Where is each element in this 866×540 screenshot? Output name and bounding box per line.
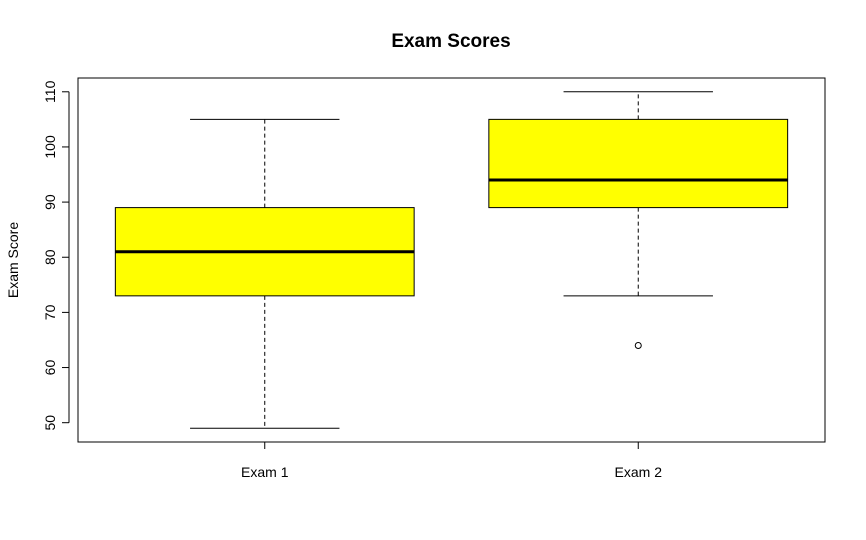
plot-frame bbox=[77, 77, 826, 443]
y-tick-label: 60 bbox=[42, 360, 58, 376]
outlier-point bbox=[634, 341, 642, 349]
x-tick-label: Exam 1 bbox=[241, 464, 289, 480]
y-tick-label: 70 bbox=[42, 304, 58, 320]
iqr-box bbox=[488, 118, 789, 209]
chart-title: Exam Scores bbox=[391, 31, 510, 52]
box-group bbox=[114, 91, 789, 429]
x-tick-label: Exam 2 bbox=[615, 464, 663, 480]
box-2 bbox=[488, 91, 789, 349]
y-tick-label: 100 bbox=[42, 135, 58, 159]
y-tick-label: 110 bbox=[42, 80, 58, 103]
y-axis-label: Exam Score bbox=[5, 222, 21, 298]
y-tick-label: 80 bbox=[42, 249, 58, 265]
y-tick-label: 90 bbox=[42, 194, 58, 210]
box-1 bbox=[114, 118, 415, 429]
x-axis: Exam 1 Exam 2 bbox=[241, 442, 662, 480]
y-axis: 50 60 70 80 90 100 110 bbox=[42, 80, 70, 431]
y-tick-label: 50 bbox=[42, 415, 58, 431]
